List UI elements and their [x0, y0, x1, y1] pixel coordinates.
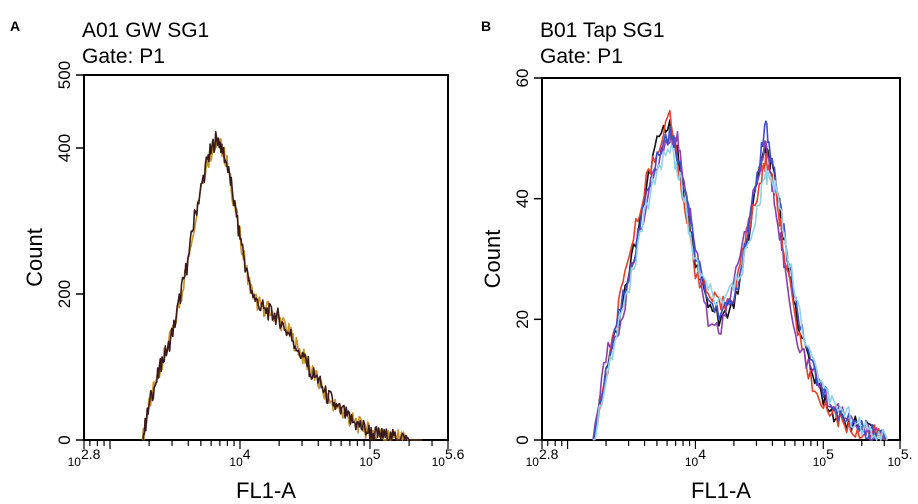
- histogram-series-line: [592, 119, 888, 441]
- histogram-plot: 0 200 400 500 Count 102.8 104 105 105.6 FL1-A: [22, 61, 465, 503]
- x-tick-label: 102.8: [526, 446, 559, 469]
- panel-label: A: [10, 18, 21, 34]
- histogram-series-line: [592, 145, 888, 441]
- chart-title: B01 Tap SG1: [540, 19, 665, 42]
- chart-subtitle: Gate: P1: [540, 45, 623, 68]
- chart-title: A01 GW SG1: [82, 19, 210, 42]
- y-tick-label: 0: [55, 435, 74, 444]
- plot-frame: [541, 77, 901, 441]
- histogram-series-line: [142, 130, 422, 441]
- y-tick-label: 500: [55, 61, 74, 89]
- y-tick-label: 40: [513, 189, 532, 208]
- histogram-panel-a: A A01 GW SG1 Gate: P1 0 200 400 500 Count 102…: [10, 18, 465, 503]
- x-tick-label: 105: [359, 446, 380, 469]
- histogram-plot: 0 20 40 60 Count 102.8 104 105 105. FL1-A: [480, 69, 913, 503]
- histogram-panel-b: B B01 Tap SG1 Gate: P1 0 20 40 60 Count 102.8…: [465, 0, 918, 504]
- y-axis-label: Count: [480, 230, 505, 289]
- y-tick-label: 200: [55, 280, 74, 308]
- x-tick-label: 102.8: [68, 446, 101, 469]
- x-tick-label: 105.6: [432, 446, 465, 469]
- y-tick-label: 400: [55, 134, 74, 162]
- y-tick-label: 20: [513, 310, 532, 329]
- plot-frame: [83, 74, 449, 441]
- x-axis-label: FL1-A: [691, 478, 751, 503]
- y-tick-label: 0: [513, 435, 532, 444]
- x-tick-label: 104: [685, 446, 706, 469]
- x-axis-label: FL1-A: [236, 478, 296, 503]
- y-tick-label: 60: [513, 69, 532, 88]
- histogram-series-line: [592, 128, 888, 441]
- panel-label: B: [481, 18, 492, 34]
- histogram-series-line: [141, 133, 422, 441]
- y-axis-label: Count: [22, 228, 47, 287]
- x-tick-label: 105.: [887, 446, 912, 469]
- x-tick-label: 104: [229, 446, 250, 469]
- x-tick-label: 105: [813, 446, 834, 469]
- chart-subtitle: Gate: P1: [82, 45, 165, 68]
